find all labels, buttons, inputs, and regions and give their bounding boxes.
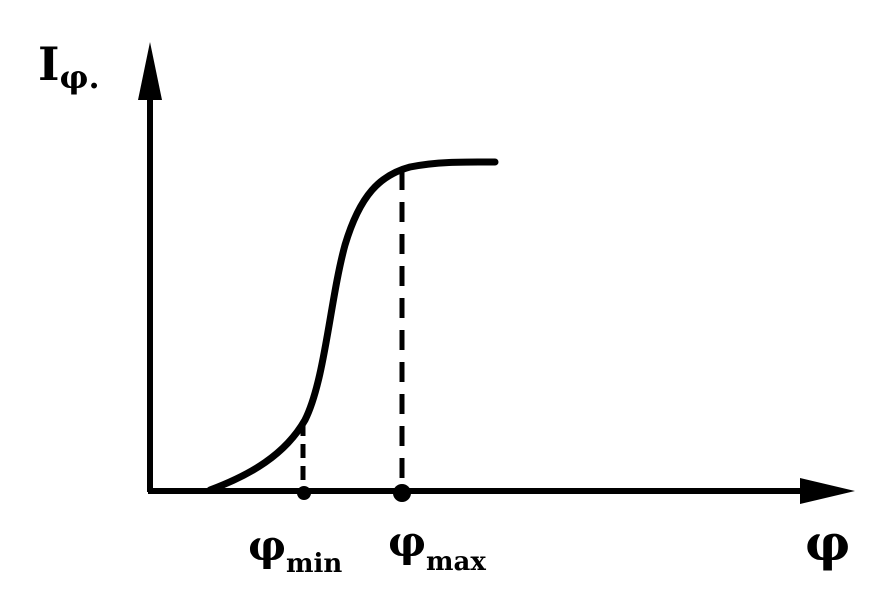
x-axis-arrow (800, 478, 855, 504)
max-label: φmax (388, 517, 486, 577)
max-label-sub: max (426, 547, 486, 577)
y-axis-label-sub: φ. (60, 58, 100, 96)
sigmoid-curve (206, 158, 499, 494)
max-label-main: φ (388, 517, 426, 566)
y-axis-label-main: I (38, 37, 60, 91)
min-label-main: φ (248, 521, 286, 570)
x-axis-label: φ (805, 513, 850, 572)
y-axis-arrow (138, 42, 162, 100)
min-label-sub: min (286, 549, 342, 579)
min-label: φmin (248, 521, 342, 579)
max-point (393, 484, 411, 502)
y-axis-label: Iφ. (38, 37, 100, 96)
min-point (297, 486, 311, 500)
